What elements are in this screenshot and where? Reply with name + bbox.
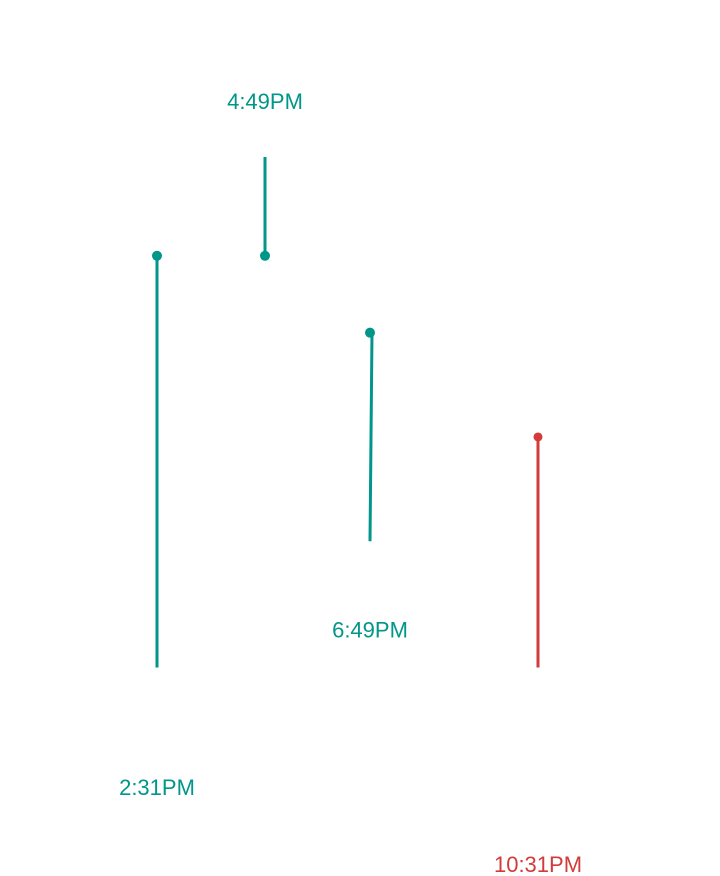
segments-layer: [152, 156, 543, 668]
time-label: 10:31PM: [494, 852, 582, 876]
segment-endpoint-dot: [365, 327, 375, 338]
time-label: 6:49PM: [332, 617, 408, 642]
time-label: 4:49PM: [227, 89, 303, 114]
segment-endpoint-dot: [152, 250, 162, 261]
segment-endpoint-dot: [260, 250, 270, 261]
segment-line: [368, 332, 374, 542]
segment-endpoint-dot: [533, 432, 543, 442]
labels-layer: 2:31PM 4:49PM 6:49PM 10:31PM: [119, 89, 582, 876]
time-label: 2:31PM: [119, 775, 195, 800]
